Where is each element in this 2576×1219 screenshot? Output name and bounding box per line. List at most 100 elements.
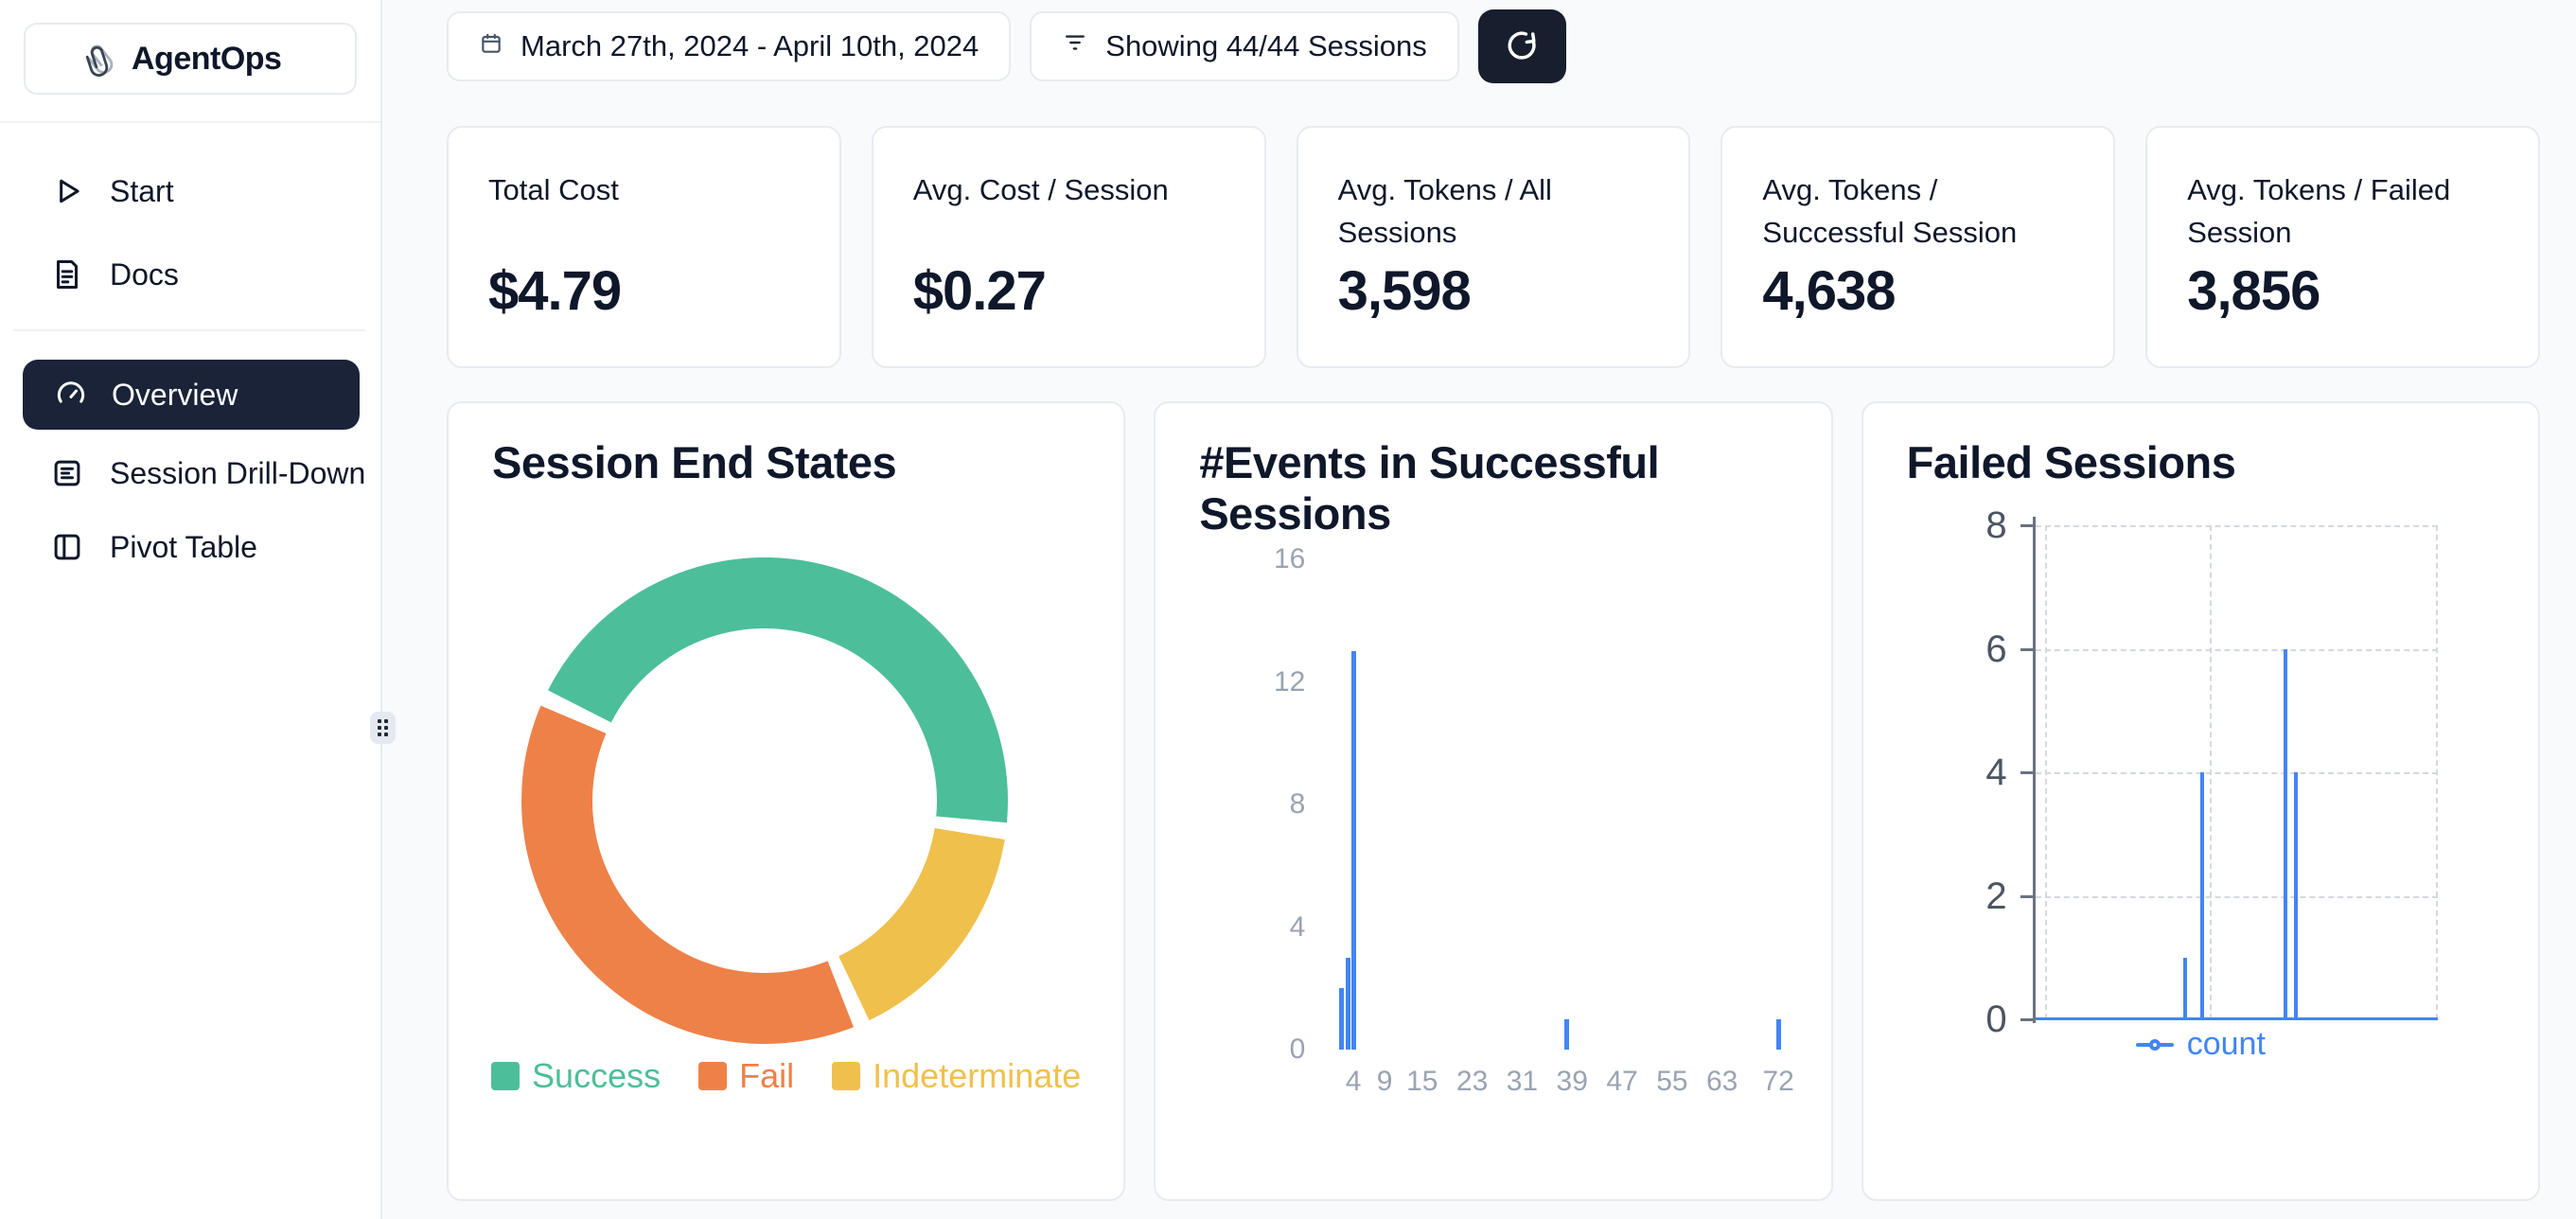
x-tick-label: 55 [1656, 1066, 1688, 1097]
events-in-successful-sessions-chart: #Events in Successful Sessions 4 9 15 23 31 3… [1154, 401, 1833, 1201]
failed-sessions-chart: Failed Sessions count 0 2 4 6 8 [1861, 401, 2540, 1201]
h-gridline [2035, 895, 2438, 898]
y-tick-label: 2 [1985, 874, 2007, 917]
sidebar-item-label: Pivot Table [110, 529, 257, 564]
session-end-states-chart: Session End States Success Fail Indetermin… [447, 401, 1126, 1201]
refresh-icon [1501, 25, 1543, 69]
donut-segment-indeterminate[interactable] [838, 828, 1005, 1021]
legend-label: count [2186, 1026, 2266, 1062]
sidebar-item-overview[interactable]: Overview [23, 360, 360, 430]
line-spike [2199, 772, 2204, 1019]
h-gridline [2035, 525, 2438, 527]
x-tick-label: 9 [1376, 1066, 1393, 1097]
y-axis-tick [2020, 1018, 2034, 1021]
sidebar-item-docs[interactable]: Docs [49, 248, 179, 301]
sidebar-divider-top [0, 121, 380, 123]
legend-item-indeterminate[interactable]: Indeterminate [832, 1056, 1081, 1096]
x-tick-label: 47 [1606, 1066, 1638, 1097]
legend-swatch-icon [832, 1062, 861, 1090]
x-tick-label: 39 [1556, 1066, 1588, 1097]
y-tick-label: 16 [1273, 543, 1306, 574]
panel-left-icon [49, 529, 85, 565]
y-axis-line [2032, 517, 2036, 1023]
stat-cards-row: Total Cost $4.79 Avg. Cost / Session $0.… [447, 126, 2540, 368]
sidebar: AgentOps Start Docs Overview [0, 0, 382, 1219]
chart-title: #Events in Successful Sessions [1199, 437, 1660, 539]
stat-label: Avg. Tokens / Failed Session [2187, 173, 2451, 249]
stat-value: 4,638 [1762, 260, 1896, 322]
x-tick-label: 15 [1406, 1066, 1438, 1097]
session-filter-button[interactable]: Showing 44/44 Sessions [1030, 11, 1459, 81]
sidebar-divider-nav [13, 329, 365, 331]
y-axis-tick [2020, 647, 2034, 651]
legend-label: Fail [739, 1056, 795, 1095]
donut-legend: Success Fail Indeterminate [449, 1056, 1123, 1096]
count-legend[interactable]: count [1863, 1026, 2538, 1063]
x-tick-label: 63 [1706, 1066, 1738, 1097]
chart-title: Failed Sessions [1906, 437, 2236, 487]
sidebar-item-label: Overview [112, 377, 238, 412]
sidebar-resize-handle[interactable] [370, 712, 396, 744]
legend-item-fail[interactable]: Fail [698, 1056, 794, 1096]
sidebar-item-label: Session Drill-Down [110, 455, 366, 490]
main-content: March 27th, 2024 - April 10th, 2024 Show… [382, 0, 2576, 1219]
y-tick-label: 8 [1985, 504, 2007, 546]
line-plot-area [2035, 525, 2438, 1020]
legend-item-success[interactable]: Success [491, 1056, 661, 1096]
y-tick-label: 4 [1289, 910, 1306, 943]
legend-swatch-icon [698, 1062, 728, 1090]
y-tick-label: 6 [1985, 627, 2007, 670]
sidebar-item-start[interactable]: Start [49, 165, 174, 218]
play-icon [49, 173, 85, 209]
line-spike [2182, 957, 2187, 1019]
x-tick-label: 23 [1456, 1066, 1489, 1097]
charts-row: Session End States Success Fail Indetermin… [447, 401, 2540, 1201]
list-page-icon [49, 455, 85, 491]
donut-segment-fail[interactable] [521, 705, 855, 1044]
stat-card-avg-cost-session: Avg. Cost / Session $0.27 [871, 126, 1266, 368]
v-gridline [2435, 525, 2438, 1019]
y-tick-label: 8 [1289, 788, 1306, 820]
stat-label: Avg. Tokens / All Sessions [1337, 173, 1552, 249]
brand-name: AgentOps [132, 40, 282, 77]
v-gridline [2044, 525, 2047, 1019]
stat-value: 3,598 [1337, 260, 1472, 322]
line-spike [2294, 772, 2299, 1019]
line-spike [2283, 648, 2287, 1019]
donut-chart [521, 557, 1008, 1044]
bar [1351, 651, 1357, 1050]
x-tick-label: 72 [1762, 1066, 1794, 1097]
donut-segment-success[interactable] [548, 557, 1008, 823]
stat-label: Avg. Tokens / Successful Session [1762, 173, 2018, 249]
brand-logo[interactable]: AgentOps [24, 23, 357, 95]
line-baseline [2035, 1017, 2438, 1020]
bar [1345, 957, 1350, 1050]
legend-swatch-icon [491, 1062, 520, 1090]
sidebar-item-pivot-table[interactable]: Pivot Table [49, 521, 257, 574]
h-gridline [2035, 648, 2438, 651]
y-axis-tick [2020, 524, 2034, 527]
sidebar-item-session-drill-down[interactable]: Session Drill-Down [49, 447, 365, 500]
legend-label: Indeterminate [873, 1056, 1082, 1095]
document-icon [49, 256, 85, 292]
y-tick-label: 12 [1273, 665, 1306, 698]
bar-x-axis: 4 9 15 23 31 39 47 55 63 72 [1334, 1066, 1794, 1104]
y-axis-tick [2020, 771, 2034, 774]
h-gridline [2035, 772, 2438, 774]
sidebar-item-label: Start [110, 173, 174, 208]
calendar-icon [479, 29, 503, 63]
filter-icon [1062, 29, 1088, 63]
stat-card-avg-tokens-failed: Avg. Tokens / Failed Session 3,856 [2145, 126, 2540, 368]
topbar: March 27th, 2024 - April 10th, 2024 Show… [447, 9, 1566, 83]
x-tick-label: 31 [1506, 1066, 1539, 1097]
stat-value: $0.27 [912, 260, 1047, 322]
bar [1776, 1018, 1782, 1050]
refresh-button[interactable] [1477, 9, 1566, 83]
x-tick-label: 4 [1345, 1066, 1362, 1097]
session-filter-label: Showing 44/44 Sessions [1105, 29, 1427, 62]
v-gridline [2209, 525, 2212, 1019]
y-tick-label: 0 [1985, 998, 2007, 1040]
paperclip-icon [80, 41, 116, 77]
stat-label: Total Cost [488, 173, 619, 206]
date-range-button[interactable]: March 27th, 2024 - April 10th, 2024 [447, 11, 1012, 81]
